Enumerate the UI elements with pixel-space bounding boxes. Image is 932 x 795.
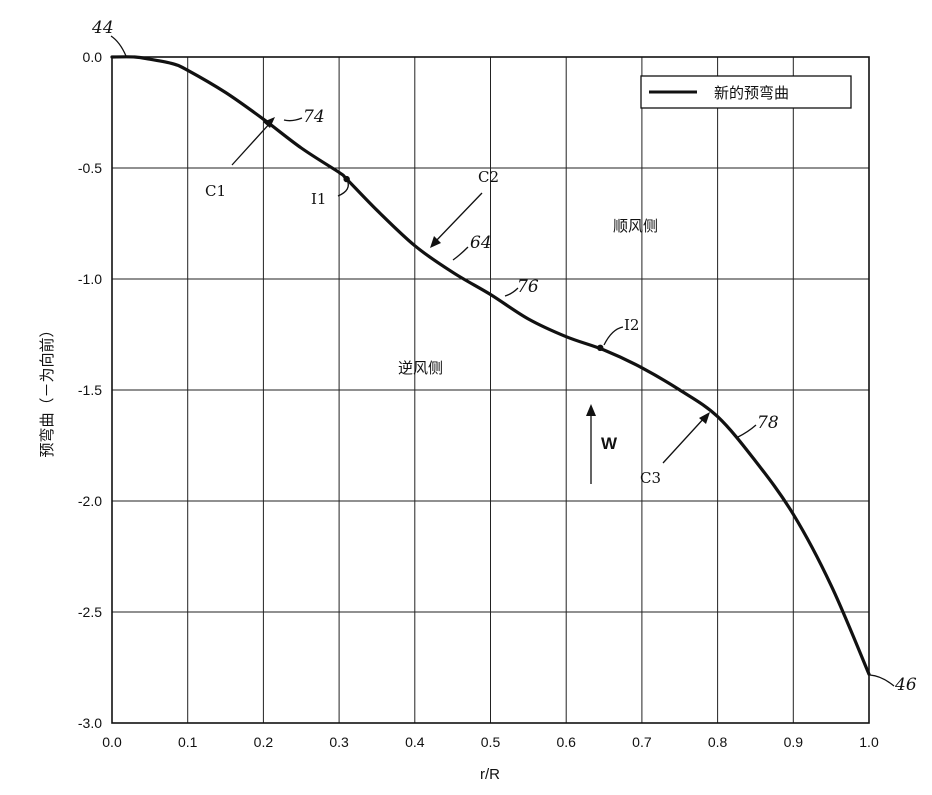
legend: 新的预弯曲 [641,76,851,108]
leader-46 [870,675,894,686]
x-tick-label: 0.2 [254,734,274,750]
y-tick-label: -1.0 [78,271,102,287]
ref-label-44: 44 [91,18,114,38]
ref-label-64: 64 [470,233,492,253]
ref-label-78: 78 [757,413,779,433]
c1-label: C1 [205,182,226,200]
c3-label: C3 [640,469,661,487]
ref-label-74: 74 [303,107,325,127]
c1-arrow-line [232,122,271,165]
leader-78 [738,425,756,437]
x-axis-title: r/R [480,766,500,783]
x-tick-labels: 0.0 0.1 0.2 0.3 0.4 0.5 0.6 0.7 0.8 0.9 1.0 [102,734,879,750]
leader-44 [111,36,126,56]
inflection-point [343,176,349,182]
y-tick-label: -2.5 [78,604,102,620]
y-tick-label: -1.5 [78,382,102,398]
x-tick-label: 0.4 [405,734,425,750]
i1-label: I1 [311,190,326,208]
wind-label: W [601,434,618,453]
ref-label-46: 46 [894,675,917,695]
x-tick-label: 0.3 [329,734,349,750]
inflection-point [597,345,603,351]
y-tick-labels: 0.0 -0.5 -1.0 -1.5 -2.0 -2.5 -3.0 [78,49,102,731]
legend-label: 新的预弯曲 [714,84,789,102]
ref-label-76: 76 [517,277,539,297]
y-tick-label: -2.0 [78,493,102,509]
downwind-side-label: 顺风侧 [613,217,658,235]
i2-leader [604,327,623,345]
x-tick-label: 0.7 [632,734,652,750]
wind-arrowhead [586,404,596,416]
upwind-side-label: 逆风侧 [398,359,443,377]
i2-label: I2 [624,316,639,334]
x-tick-label: 0.5 [481,734,501,750]
x-tick-label: 1.0 [859,734,879,750]
x-tick-label: 0.6 [556,734,576,750]
x-tick-label: 0.9 [784,734,804,750]
y-tick-label: -0.5 [78,160,102,176]
x-tick-label: 0.1 [178,734,198,750]
x-tick-label: 0.0 [102,734,122,750]
c2-label: C2 [478,168,499,186]
y-tick-label: -3.0 [78,715,102,731]
grid [112,57,869,723]
y-tick-label: 0.0 [83,49,103,65]
y-axis-title: 预弯曲（－为向前） [38,322,56,457]
x-tick-label: 0.8 [708,734,728,750]
leader-74 [284,118,302,121]
c3-arrow-line [663,416,706,463]
leader-64 [453,247,468,260]
